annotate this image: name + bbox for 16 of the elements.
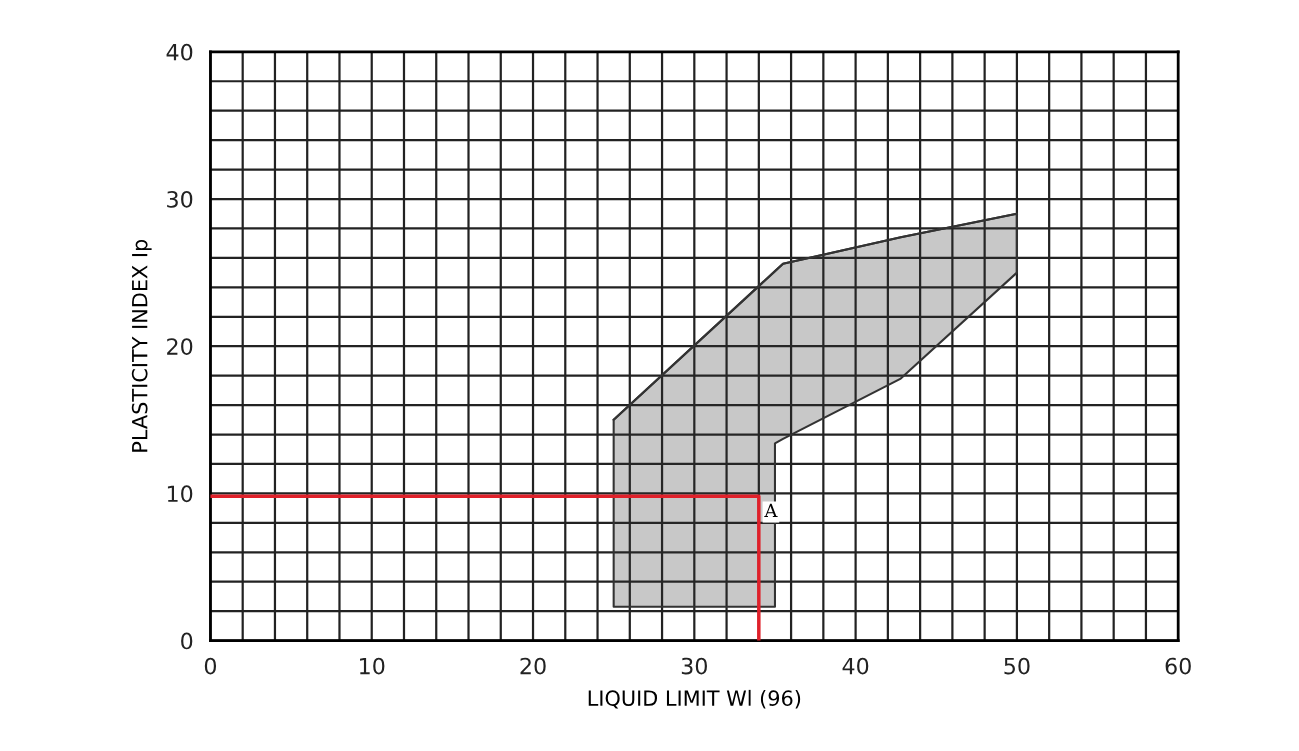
x-tick-label: 60 (1165, 657, 1191, 675)
line-series (612, 212, 1018, 421)
x-tick-label: 0 (204, 657, 217, 675)
y-tick-label: 0 (181, 632, 193, 650)
y-axis-title: PLASTICITY INDEX Ip (131, 239, 152, 452)
x-tick-label: 20 (520, 657, 546, 675)
annotation: A (764, 503, 778, 518)
x-tick-label: 50 (1004, 657, 1030, 675)
x-axis-title: LIQUID LIMIT Wl (96) (588, 689, 801, 709)
y-tick-label: 20 (167, 338, 193, 355)
y-tick-label: 10 (167, 485, 193, 503)
x-tick-label: 30 (681, 657, 707, 675)
y-tick-label: 40 (166, 43, 193, 61)
y-tick-label: 30 (167, 190, 193, 208)
x-tick-label: 40 (842, 657, 869, 675)
x-tick-label: 10 (360, 657, 385, 675)
